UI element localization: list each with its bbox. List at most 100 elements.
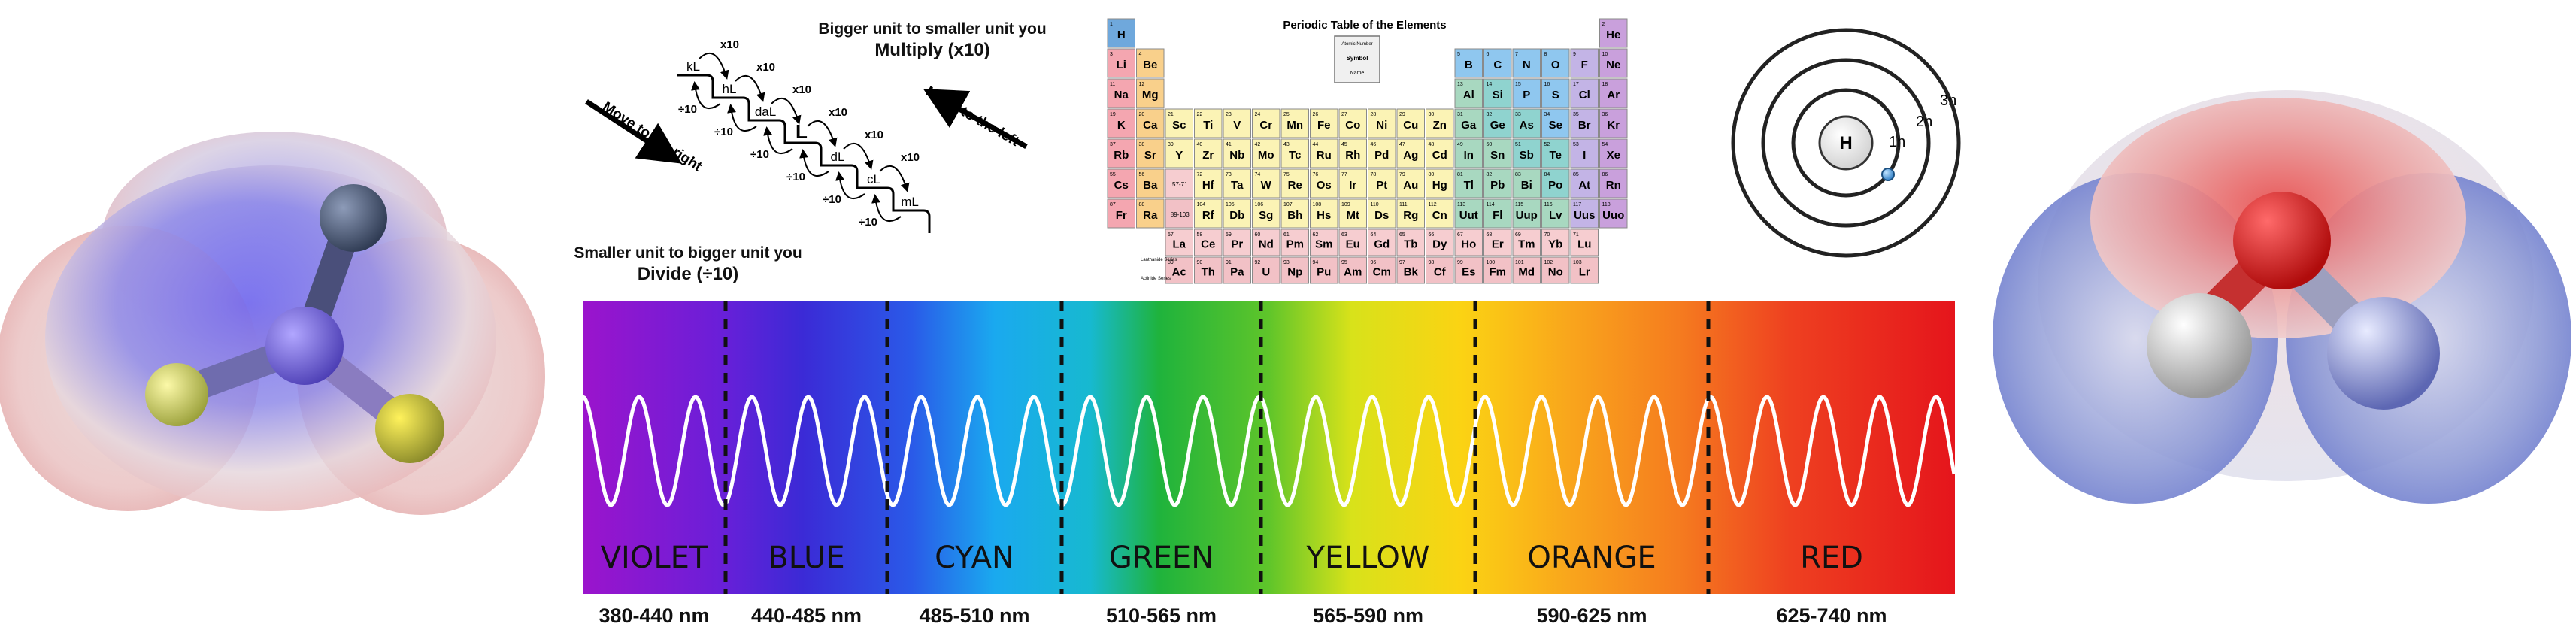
conversion-staircase-svg: Move to the right Move to the left kLx10… — [585, 38, 1028, 233]
hydrogen-atom-left — [145, 363, 208, 426]
element-cell-bg — [1338, 198, 1367, 229]
multiply-label: x10 — [756, 61, 775, 74]
element-symbol: In — [1464, 149, 1474, 162]
element-cell-bg — [1454, 108, 1483, 138]
element-number: 41 — [1226, 142, 1232, 147]
element-number: 5 — [1457, 52, 1460, 57]
element-number: 74 — [1255, 172, 1261, 177]
conversion-bottom-line1: Smaller unit to bigger unit you — [574, 244, 802, 262]
element-number: 63 — [1341, 232, 1347, 238]
element-number: 69 — [1515, 232, 1521, 238]
element-Rn: 86 Rn — [1599, 168, 1628, 198]
element-symbol: Ir — [1349, 179, 1356, 192]
band-range-red: 625-740 nm — [1776, 604, 1887, 627]
element-symbol: Lv — [1549, 209, 1562, 222]
element-cell-bg — [1136, 78, 1165, 108]
element-cell-bg — [1280, 198, 1309, 229]
band-label-violet: VIOLET — [601, 541, 708, 575]
element-H: 1H — [1107, 18, 1135, 48]
element-symbol: Uus — [1574, 209, 1595, 222]
element-symbol: Zr — [1202, 149, 1214, 162]
element-number: 79 — [1399, 172, 1405, 177]
periodic-table-key: Atomic Number Symbol Name — [1334, 35, 1380, 83]
element-symbol: Mg — [1142, 89, 1159, 101]
element-cell-bg — [1512, 168, 1541, 198]
element-number: 62 — [1313, 232, 1319, 238]
element-number: 37 — [1110, 142, 1116, 147]
actinide-series-label: Actinide Series — [1141, 277, 1171, 281]
element-number: 25 — [1283, 112, 1290, 117]
element-number: 24 — [1255, 112, 1261, 117]
element-Ra: 88 Ra — [1136, 198, 1165, 229]
element-Ta: 73 Ta — [1223, 168, 1251, 198]
divide-arrow — [763, 126, 793, 154]
element-number: 78 — [1371, 172, 1377, 177]
periodic-table: Periodic Table of the Elements Atomic Nu… — [1049, 0, 1632, 293]
element-cell-bg — [1107, 168, 1135, 198]
element-number: 47 — [1399, 142, 1405, 147]
nitrogen-atom — [265, 307, 344, 385]
element-Rb: 37 Rb — [1107, 138, 1135, 168]
element-cell-bg — [1512, 229, 1541, 256]
element-cell-bg — [1396, 198, 1425, 229]
element-number: 72 — [1197, 172, 1203, 177]
element-number: 3 — [1110, 52, 1113, 57]
element-cell-bg — [1541, 198, 1570, 229]
band-range-blue: 440-485 nm — [751, 604, 862, 627]
element-symbol: Cr — [1259, 119, 1272, 132]
placeholder-89-103: 89-103 — [1165, 198, 1193, 229]
oxygen-atom — [2233, 192, 2331, 289]
electron — [1881, 168, 1895, 181]
element-N: 7N — [1512, 48, 1541, 78]
element-number: 1 — [1110, 22, 1113, 27]
key-symbol: Symbol — [1347, 55, 1368, 62]
element-number: 115 — [1515, 202, 1523, 207]
element-symbol: Sm — [1315, 238, 1332, 251]
element-symbol: Mn — [1286, 119, 1303, 132]
element-cell-bg — [1512, 48, 1541, 78]
element-number: 85 — [1573, 172, 1579, 177]
element-number: 117 — [1573, 202, 1581, 207]
element-symbol: Ga — [1461, 119, 1477, 132]
element-number: 70 — [1544, 232, 1550, 238]
element-Rh: 45 Rh — [1338, 138, 1367, 168]
element-symbol: Yb — [1548, 238, 1562, 251]
placeholder-57-71: 57-71 — [1165, 168, 1193, 198]
element-number: 43 — [1283, 142, 1290, 147]
element-Br: 35 Br — [1570, 108, 1599, 138]
element-cell-bg — [1368, 256, 1396, 284]
element-symbol: K — [1117, 119, 1126, 132]
element-symbol: O — [1551, 59, 1560, 71]
spectrum-gradient — [583, 301, 1955, 594]
element-number: 91 — [1226, 260, 1232, 265]
element-cell-bg — [1338, 256, 1367, 284]
element-cell-bg — [1368, 168, 1396, 198]
element-Ru: 44 Ru — [1310, 138, 1338, 168]
element-number: 97 — [1399, 260, 1405, 265]
element-cell-bg — [1338, 168, 1367, 198]
element-symbol: Te — [1550, 149, 1562, 162]
element-number: 13 — [1457, 82, 1463, 87]
element-Uut: 113 Uut — [1454, 198, 1483, 229]
conversion-top-line1: Bigger unit to smaller unit you — [818, 20, 1047, 38]
divide-arrow — [835, 171, 865, 199]
element-symbol: Ds — [1374, 209, 1389, 222]
divide-label: ÷10 — [859, 216, 877, 229]
element-number: 58 — [1197, 232, 1203, 238]
element-symbol: Cl — [1579, 89, 1590, 101]
multiply-arrow — [807, 120, 838, 147]
placeholder-bg — [1165, 168, 1193, 198]
element-number: 30 — [1429, 112, 1435, 117]
element-number: 26 — [1313, 112, 1319, 117]
element-U: 92U — [1252, 256, 1280, 284]
hydrogen-atom-top — [320, 184, 387, 252]
element-number: 84 — [1544, 172, 1550, 177]
element-cell-bg — [1310, 108, 1338, 138]
